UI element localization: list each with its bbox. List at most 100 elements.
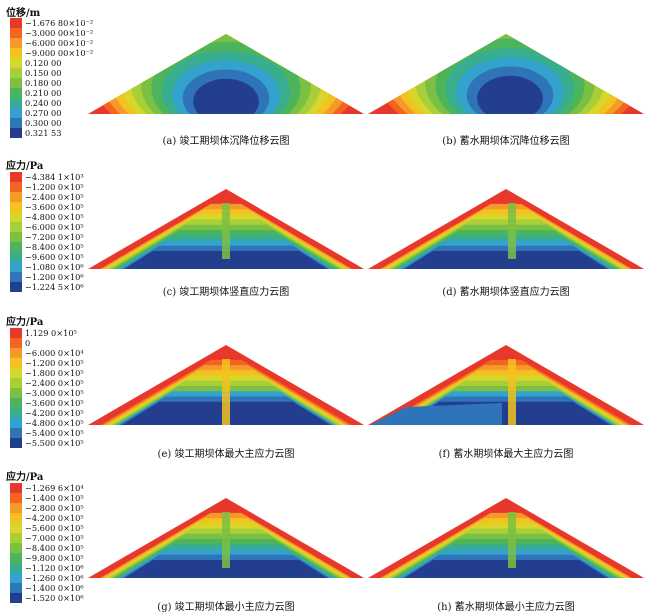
row-vertical-stress: 应力/Pa −4.384 1×10³ −1.200 0×10⁵ −2.400 0×1…	[0, 155, 650, 315]
legend-label: −4.200 0×10⁵	[25, 408, 84, 418]
legend-swatch	[10, 172, 22, 182]
legend-label: −4.800 0×10⁵	[25, 212, 84, 222]
legend-label: −1.120 0×10⁶	[25, 563, 84, 573]
legend-swatch	[10, 262, 22, 272]
contour-band	[193, 78, 259, 114]
core-band	[508, 203, 516, 269]
legend-swatch	[10, 338, 22, 348]
legend-swatch	[10, 192, 22, 202]
legend-label: −3.600 0×10⁵	[25, 398, 84, 408]
legend-label: −8.400 0×10⁵	[25, 543, 84, 553]
legend-item: −1.520 0×10⁶	[10, 593, 84, 603]
legend-swatch	[10, 408, 22, 418]
legend-label: −9.600 0×10⁵	[25, 252, 84, 262]
core-band	[222, 512, 230, 578]
contour-plot-a	[88, 34, 364, 114]
legend-label: −1.400 0×10⁵	[25, 493, 84, 503]
legend-item: 0.150 00	[10, 68, 93, 78]
caption-e: (e) 竣工期坝体最大主应力云图	[157, 449, 295, 460]
legend-unit: 位移/m	[6, 8, 41, 19]
legend-swatch	[10, 242, 22, 252]
legend-swatch	[10, 418, 22, 428]
legend-swatch	[10, 58, 22, 68]
legend-label: −1.200 0×10⁵	[25, 182, 84, 192]
legend-label: −4.384 1×10³	[25, 172, 84, 182]
legend-item: −3.600 0×10⁵	[10, 202, 84, 212]
legend-swatch	[10, 108, 22, 118]
legend-swatch	[10, 398, 22, 408]
legend-item: −2.400 0×10⁵	[10, 378, 84, 388]
legend-item: −6.000 0×10⁵	[10, 222, 84, 232]
legend-swatch	[10, 358, 22, 368]
legend-label: −5.600 0×10⁵	[25, 523, 84, 533]
legend-item: −8.400 0×10⁵	[10, 242, 84, 252]
legend-item: 0.240 00	[10, 98, 93, 108]
legend-swatch	[10, 483, 22, 493]
caption-h: (h) 蓄水期坝体最小主应力云图	[437, 602, 575, 613]
legend-swatch	[10, 232, 22, 242]
legend-label: −7.200 0×10⁵	[25, 232, 84, 242]
legend-label: −2.800 0×10⁵	[25, 503, 84, 513]
legend-item: −9.800 0×10⁵	[10, 553, 84, 563]
legend-swatch	[10, 493, 22, 503]
legend-swatch	[10, 513, 22, 523]
legend-item: −4.200 0×10⁵	[10, 408, 84, 418]
legend: −4.384 1×10³ −1.200 0×10⁵ −2.400 0×10⁵ −3.6…	[10, 172, 84, 292]
legend-item: −1.200 0×10⁵	[10, 182, 84, 192]
legend-item: −3.000 0×10⁵	[10, 388, 84, 398]
legend-label: −4.800 0×10⁵	[25, 418, 84, 428]
legend-item: −1.260 0×10⁶	[10, 573, 84, 583]
legend-swatch	[10, 88, 22, 98]
contour-plot-f	[368, 345, 644, 425]
legend-swatch	[10, 543, 22, 553]
legend-label: 0.270 00	[25, 108, 62, 118]
caption-d: (d) 蓄水期坝体竖直应力云图	[442, 287, 570, 298]
legend-swatch	[10, 252, 22, 262]
core-band	[222, 203, 230, 269]
caption-c: (c) 竣工期坝体竖直应力云图	[162, 287, 290, 298]
legend-item: −6.000 0×10⁴	[10, 348, 84, 358]
legend-label: −3.000 0×10⁵	[25, 388, 84, 398]
legend-label: −1.080 0×10⁶	[25, 262, 84, 272]
legend-label: −9.000 00×10⁻²	[25, 48, 94, 58]
legend-swatch	[10, 38, 22, 48]
core-band	[508, 512, 516, 578]
legend-swatch	[10, 428, 22, 438]
legend-item: −4.200 0×10⁵	[10, 513, 84, 523]
legend-item: 0	[10, 338, 84, 348]
legend-label: −2.400 0×10⁵	[25, 378, 84, 388]
legend-item: −6.000 00×10⁻²	[10, 38, 93, 48]
contour-plot-d	[368, 189, 644, 269]
legend-item: −1.224 5×10⁶	[10, 282, 84, 292]
legend-item: −7.200 0×10⁵	[10, 232, 84, 242]
core-band	[222, 359, 230, 425]
caption-b: (b) 蓄水期坝体沉降位移云图	[442, 136, 570, 147]
legend-item: −4.384 1×10³	[10, 172, 84, 182]
legend-swatch	[10, 182, 22, 192]
legend-label: −7.000 0×10⁵	[25, 533, 84, 543]
legend-item: −4.800 0×10⁵	[10, 212, 84, 222]
contour-band	[220, 568, 232, 578]
legend-label: −1.676 80×10⁻²	[25, 18, 94, 28]
legend-swatch	[10, 78, 22, 88]
legend-item: 0.270 00	[10, 108, 93, 118]
legend-label: 0.321 53	[25, 128, 62, 138]
contour-band	[506, 259, 518, 269]
legend-unit: 应力/Pa	[6, 161, 44, 172]
legend-item: −1.400 0×10⁵	[10, 493, 84, 503]
legend-label: 0.210 00	[25, 88, 62, 98]
legend-item: −1.676 80×10⁻²	[10, 18, 93, 28]
legend-item: 0.210 00	[10, 88, 93, 98]
legend-item: 0.180 00	[10, 78, 93, 88]
legend-item: −2.800 0×10⁵	[10, 503, 84, 513]
legend-swatch	[10, 118, 22, 128]
legend-label: −5.400 0×10⁵	[25, 428, 84, 438]
legend-label: −1.520 0×10⁶	[25, 593, 84, 603]
legend-item: 1.129 0×10⁵	[10, 328, 84, 338]
legend-swatch	[10, 282, 22, 292]
legend-unit: 应力/Pa	[6, 472, 44, 483]
contour-band	[506, 568, 518, 578]
row-max-principal-stress: 应力/Pa 1.129 0×10⁵ 0 −6.000 0×10⁴ −1.200 0×1…	[0, 311, 650, 471]
legend-item: −9.600 0×10⁵	[10, 252, 84, 262]
legend-swatch	[10, 68, 22, 78]
